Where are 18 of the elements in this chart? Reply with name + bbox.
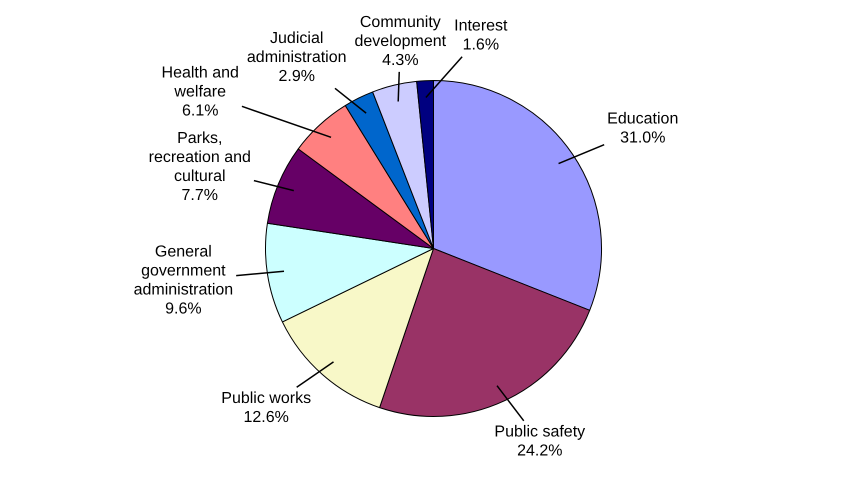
slice-label: Public works: [221, 390, 312, 408]
data-label: 7.7%: [182, 186, 218, 204]
data-label: 12.6%: [244, 409, 289, 426]
data-label: 1.6%: [462, 36, 500, 54]
data-label: 2.9%: [278, 68, 315, 86]
data-label: 31.0%: [620, 130, 666, 147]
slice-label: Health and welfare: [162, 64, 239, 100]
data-label: 24.2%: [517, 442, 562, 460]
slice-label: General government administration: [134, 243, 234, 298]
slice-label: Interest: [454, 18, 508, 35]
slice-label: Parks, recreation and cultural: [148, 130, 251, 185]
slice-label: Public safety: [494, 424, 586, 441]
data-label: 4.3%: [382, 52, 419, 69]
slice-label: Judicial administration: [246, 30, 347, 66]
slice-label: Community development: [354, 14, 447, 50]
data-label: 9.6%: [165, 300, 202, 318]
data-label: 6.1%: [182, 102, 218, 120]
slice-label: Education: [607, 110, 678, 128]
